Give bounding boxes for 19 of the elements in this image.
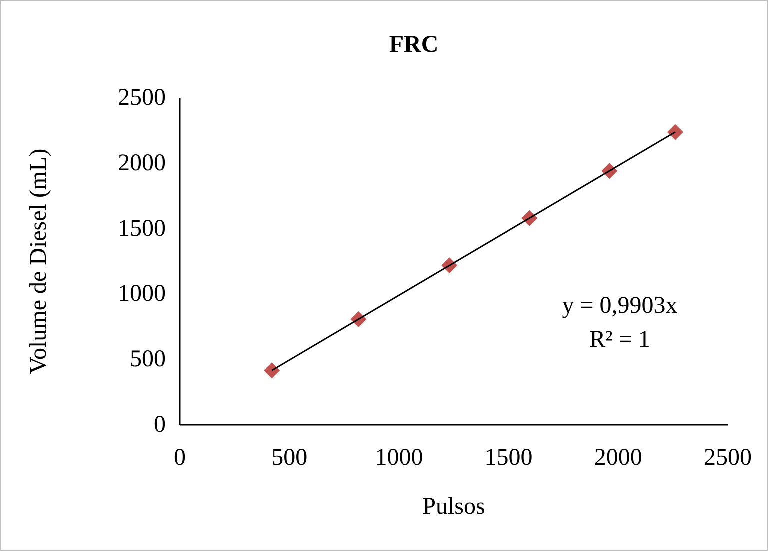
y-tick-label: 1500	[118, 216, 166, 242]
chart-title: FRC	[389, 32, 439, 58]
y-tick-label: 1000	[118, 281, 166, 308]
x-tick-label: 500	[272, 445, 308, 471]
point	[667, 124, 684, 140]
y-tick-label: 0	[154, 412, 166, 438]
y-tick-label: 500	[130, 346, 166, 373]
point	[264, 362, 280, 379]
annotation: R² = 1	[590, 327, 650, 353]
x-tick-label: 1000	[375, 445, 424, 471]
y-tick-label: 2000	[118, 150, 166, 176]
y-axis-title: Volume de Diesel (mL)	[26, 148, 52, 374]
x-tick-label: 0	[174, 445, 186, 471]
x-tick-label: 1500	[484, 445, 533, 471]
x-tick-label: 2000	[594, 445, 642, 471]
x-axis-title: Pulsos	[422, 494, 486, 520]
x-tick-label: 2500	[704, 445, 752, 471]
y-tick-label: 2500	[118, 85, 166, 111]
annotation: y = 0,9903x	[562, 293, 678, 319]
